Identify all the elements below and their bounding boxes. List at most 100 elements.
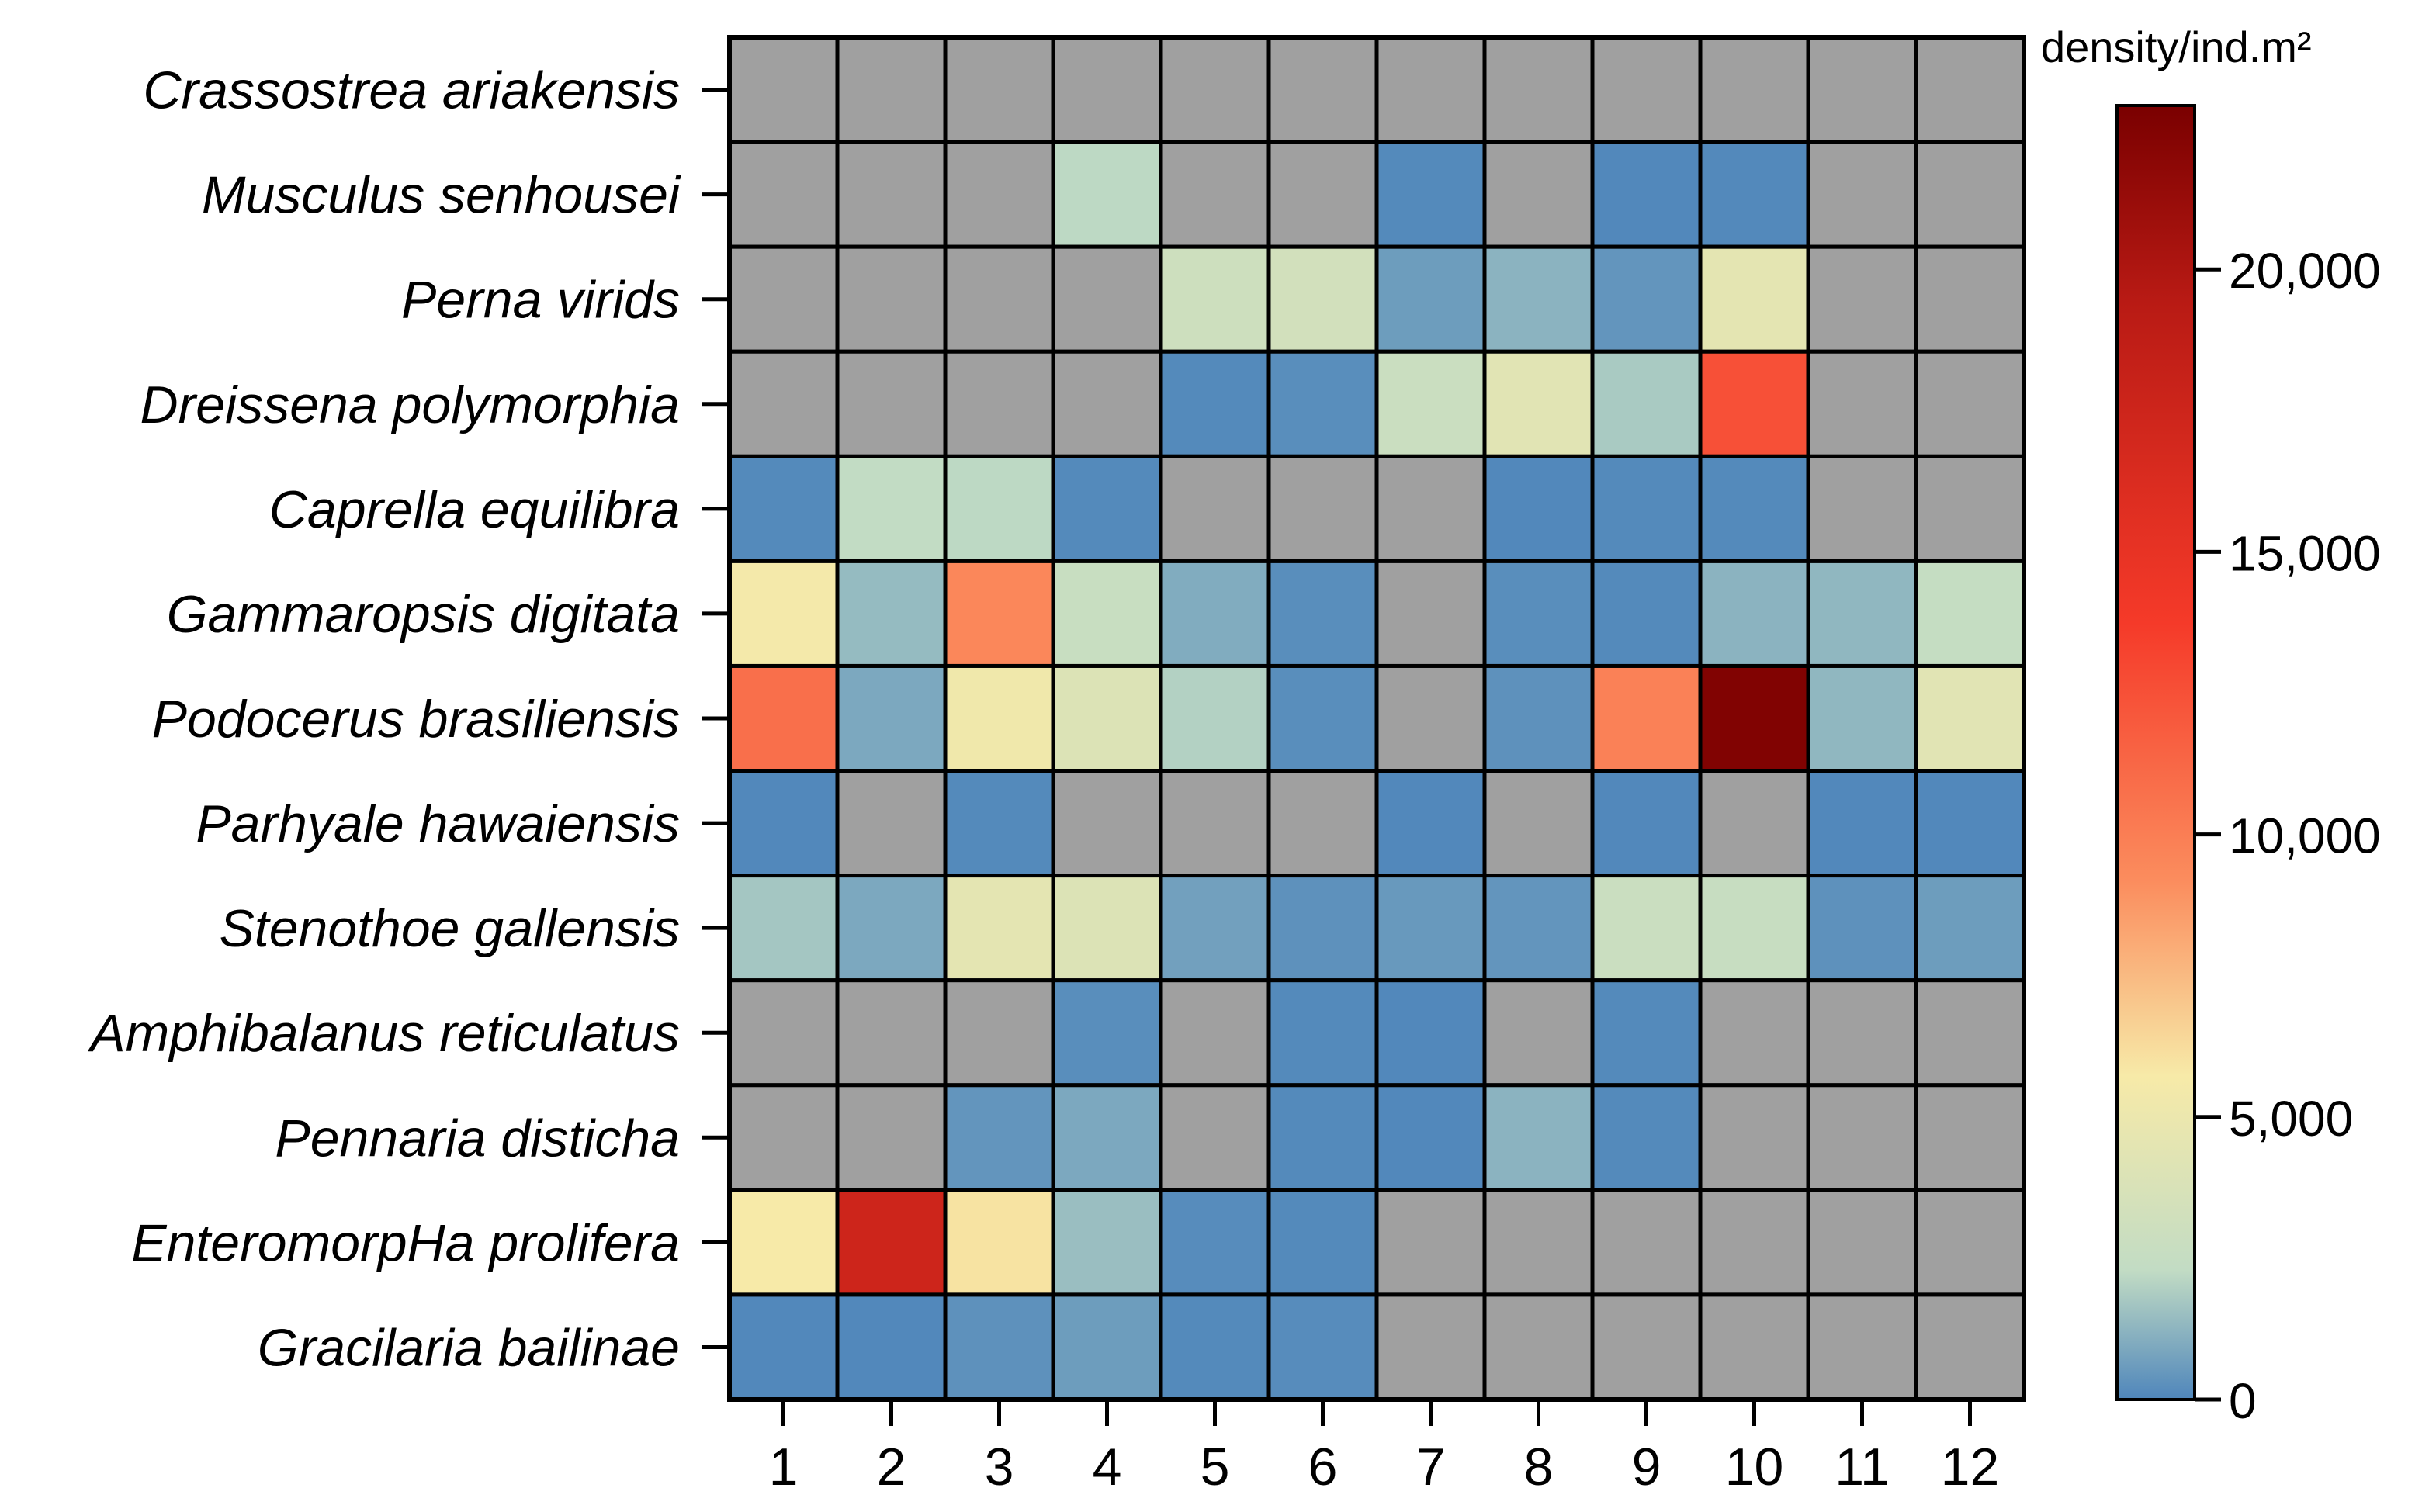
colorbar-title: density/ind.m² [2041,22,2312,71]
heatmap-cell [1698,1188,1810,1297]
heatmap-cell [1806,349,1918,458]
heatmap-cell [1266,769,1379,878]
heatmap-cell [1266,663,1379,773]
heatmap-cell [1590,559,1703,668]
x-tick-label: 6 [1308,1438,1338,1496]
heatmap-cell [1806,769,1918,878]
heatmap-cell [727,978,840,1088]
colorbar-tick-label: 20,000 [2229,243,2381,299]
y-tick-label: Musculus senhousei [202,166,681,225]
heatmap-cell [1914,1292,2026,1402]
heatmap-cell [1482,1083,1595,1192]
heatmap-cell [835,978,948,1088]
heatmap-cell [1590,1292,1703,1402]
heatmap-cell [1374,140,1487,249]
heatmap-cell [1482,769,1595,878]
heatmap-cell [1806,454,1918,563]
column-labels: 1 2 3 4 5 6 7 8 9 10 11 12 [769,1400,2000,1496]
colorbar: density/ind.m² 0 5,000 10,000 15,000 20,000 [2041,22,2381,1429]
heatmap-cell [1374,663,1487,773]
heatmap-cell [943,1083,1055,1192]
heatmap-cell [1374,244,1487,354]
heatmap-cell [1806,663,1918,773]
heatmap-cell [1051,663,1163,773]
heatmap-cell [1051,35,1163,144]
heatmap-cell [1914,663,2026,773]
heatmap-cell [1698,1292,1810,1402]
heatmap-cell [1374,874,1487,983]
x-tick-label: 12 [1941,1438,2000,1496]
row-labels: Crassostrea ariakensis Musculus senhousei… [87,61,729,1377]
heatmap-cell [1159,559,1271,668]
y-tick-label: Crassostrea ariakensis [143,61,680,120]
heatmap-cell [1698,874,1810,983]
heatmap-cell [1698,769,1810,878]
heatmap-cell [727,454,840,563]
heatmap-cell [1482,244,1595,354]
heatmap-cell [1914,1188,2026,1297]
heatmap-cell [943,769,1055,878]
heatmap-cell [1266,559,1379,668]
heatmap-cell [835,1292,948,1402]
heatmap-cell [727,769,840,878]
heatmap-cell [835,559,948,668]
heatmap-cell [1698,1083,1810,1192]
heatmap-cell [1698,349,1810,458]
heatmap-cell [1051,244,1163,354]
heatmap-cell [835,874,948,983]
x-tick-label: 5 [1201,1438,1230,1496]
heatmap-cell [727,349,840,458]
heatmap-cell [1590,35,1703,144]
x-tick-label: 3 [985,1438,1014,1496]
heatmap-cell [835,1083,948,1192]
heatmap-cell [1266,35,1379,144]
colorbar-tick-label: 5,000 [2229,1091,2353,1147]
heatmap-cell [1914,454,2026,563]
heatmap-cell [1266,140,1379,249]
heatmap-cell [1374,35,1487,144]
heatmap-cell [1482,663,1595,773]
heatmap-cell [943,1188,1055,1297]
heatmap-cell [943,559,1055,668]
heatmap-cell [1051,1083,1163,1192]
heatmap-cells [727,35,2026,1402]
heatmap-cell [1482,349,1595,458]
heatmap-cell [835,349,948,458]
heatmap-cell [1806,140,1918,249]
y-tick-label: Stenothoe gallensis [219,899,680,958]
heatmap-cell [943,874,1055,983]
heatmap-cell [1806,244,1918,354]
heatmap-cell [835,454,948,563]
heatmap-cell [1914,140,2026,249]
heatmap-cell [1051,1188,1163,1297]
heatmap-cell [1266,874,1379,983]
y-tick-label: Podocerus brasiliensis [152,690,680,749]
heatmap-cell [943,454,1055,563]
colorbar-gradient [2115,104,2196,1401]
heatmap-cell [1914,769,2026,878]
heatmap-cell [1482,978,1595,1088]
y-tick-label: Perna virids [401,271,680,330]
heatmap-cell [1266,349,1379,458]
y-tick-label: Amphibalanus reticulatus [87,1004,680,1063]
heatmap-cell [943,35,1055,144]
heatmap-cell [1159,769,1271,878]
heatmap-cell [1051,349,1163,458]
y-tick-label: Dreissena polymorphia [140,375,680,434]
heatmap-cell [1159,140,1271,249]
heatmap-cell [1159,1188,1271,1297]
heatmap-cell [1051,874,1163,983]
x-tick-label: 1 [769,1438,799,1496]
heatmap-cell [1159,874,1271,983]
heatmap-cell [1482,140,1595,249]
heatmap-cell [1590,978,1703,1088]
heatmap-cell [727,1083,840,1192]
heatmap-cell [1374,349,1487,458]
heatmap-cell [1806,559,1918,668]
heatmap-cell [1266,454,1379,563]
heatmap-cell [1914,559,2026,668]
heatmap-cell [835,140,948,249]
x-tick-label: 11 [1835,1438,1890,1496]
y-tick-label: Gammaropsis digitata [167,585,680,644]
heatmap-cell [1914,1083,2026,1192]
